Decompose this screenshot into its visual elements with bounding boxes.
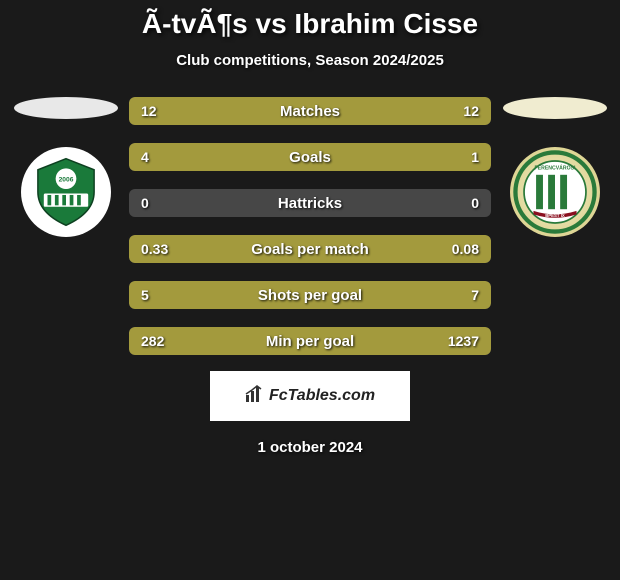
svg-text:2006: 2006 <box>58 177 73 184</box>
page-title: Ã-tvÃ¶s vs Ibrahim Cisse <box>0 8 620 40</box>
stat-value-right: 0 <box>471 195 479 211</box>
stat-label: Min per goal <box>129 333 491 350</box>
subtitle: Club competitions, Season 2024/2025 <box>0 52 620 69</box>
stat-label: Goals per match <box>129 241 491 258</box>
left-player-col: 2006 <box>8 97 123 237</box>
logo-text: FcTables.com <box>269 387 375 405</box>
right-player-col: FERENCVÁROSI BPEST IX <box>497 97 612 237</box>
stat-row: 0.33Goals per match0.08 <box>129 235 491 263</box>
stat-value-right: 0.08 <box>452 241 479 257</box>
stat-value-right: 1237 <box>448 333 479 349</box>
stat-label: Matches <box>129 103 491 120</box>
stat-row: 5Shots per goal7 <box>129 281 491 309</box>
oval-shadow-left <box>14 97 118 119</box>
stat-row: 282Min per goal1237 <box>129 327 491 355</box>
date-text: 1 october 2024 <box>0 439 620 456</box>
fctables-logo[interactable]: FcTables.com <box>210 371 410 421</box>
stat-row: 4Goals1 <box>129 143 491 171</box>
svg-text:FERENCVÁROSI: FERENCVÁROSI <box>534 165 576 172</box>
svg-text:BPEST IX: BPEST IX <box>545 213 565 218</box>
stats-column: 12Matches12 4Goals1 0Hattricks0 0.33Goals p… <box>123 97 497 355</box>
stat-value-right: 7 <box>471 287 479 303</box>
comparison-row: 2006 12Matches12 4Goals1 0Hattricks0 0.33Go… <box>0 97 620 355</box>
stat-value-right: 12 <box>463 103 479 119</box>
oval-shadow-right <box>503 97 607 119</box>
stat-value-right: 1 <box>471 149 479 165</box>
club-badge-left: 2006 <box>21 147 111 237</box>
crest-icon: FERENCVÁROSI BPEST IX <box>512 149 598 235</box>
bar-chart-icon <box>245 385 265 408</box>
stat-label: Hattricks <box>129 195 491 212</box>
stat-label: Goals <box>129 149 491 166</box>
club-badge-right: FERENCVÁROSI BPEST IX <box>510 147 600 237</box>
shield-icon: 2006 <box>29 155 103 229</box>
stat-row: 0Hattricks0 <box>129 189 491 217</box>
stat-row: 12Matches12 <box>129 97 491 125</box>
stat-label: Shots per goal <box>129 287 491 304</box>
